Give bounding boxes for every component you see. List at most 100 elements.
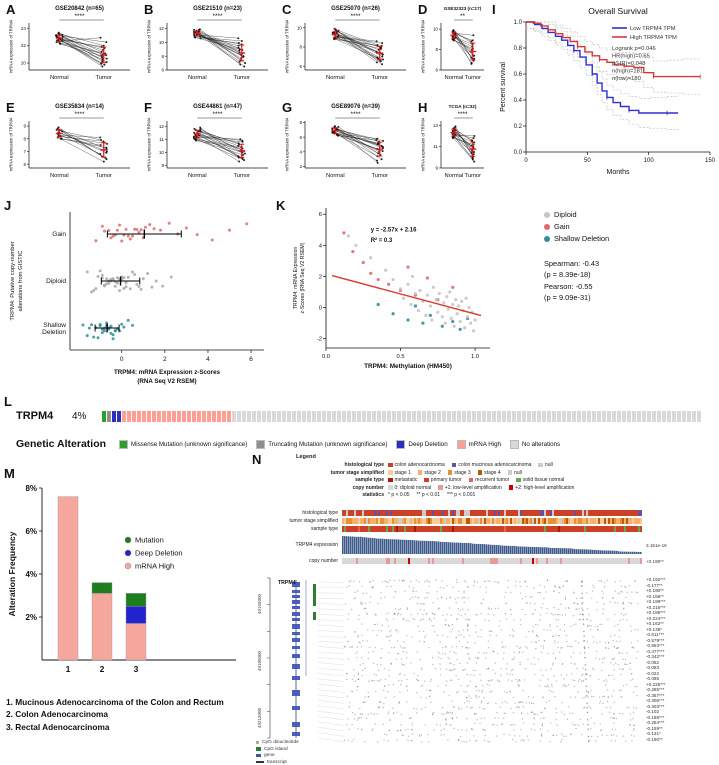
mrna_high-swatch-icon bbox=[456, 439, 466, 449]
svg-text:3: 3 bbox=[134, 664, 139, 674]
onco-cell-none bbox=[317, 410, 321, 422]
legend-group-copy-number: copy number 0: diploid normal +1: low-leve… bbox=[352, 484, 575, 491]
onco-cell-deep_deletion bbox=[112, 410, 116, 422]
onco-legend-label: Truncating Mutation (unknown significanc… bbox=[268, 440, 388, 448]
svg-text:49185000: 49185000 bbox=[257, 650, 262, 671]
onco-cell-none bbox=[687, 410, 691, 422]
onco-cell-mrna_high bbox=[217, 410, 221, 422]
svg-text:Gain: Gain bbox=[52, 231, 66, 238]
onco-cell-none bbox=[412, 410, 416, 422]
panel-G: G GSE89076 (n=39) **** 2 4 6 8 mRNA expression… bbox=[282, 100, 412, 198]
swatch-icon bbox=[417, 470, 423, 475]
gene-name: TRPM4 bbox=[16, 410, 54, 422]
paired-plot-G: GSE89076 (n=39)**** 2 4 6 8 mRNA expression o… bbox=[285, 104, 406, 179]
svg-text:****: **** bbox=[350, 111, 361, 118]
onco-cell-none bbox=[267, 410, 271, 422]
onco-cell-none bbox=[637, 410, 641, 422]
svg-text:8: 8 bbox=[23, 136, 26, 141]
onco-cell-none bbox=[452, 410, 456, 422]
svg-text:Tumor: Tumor bbox=[465, 75, 482, 81]
paired-plot-D: GSE32323 (n=17) ** 6 8 10 mRNA expression of … bbox=[421, 6, 484, 81]
svg-text:2: 2 bbox=[100, 664, 105, 674]
onco-cell-none bbox=[447, 410, 451, 422]
bottom-legend-item-transcript: transcript bbox=[256, 760, 299, 765]
panel-C-label: C bbox=[282, 2, 292, 17]
svg-text:0: 0 bbox=[120, 356, 124, 363]
onco-cell-none bbox=[607, 410, 611, 422]
legend-item: recurrent tumor bbox=[468, 477, 509, 483]
correlation-value: +0.224*** bbox=[646, 615, 666, 621]
svg-text:49215000: 49215000 bbox=[257, 707, 262, 728]
onco-cell-none bbox=[472, 410, 476, 422]
svg-text:High TRPM4 TPM: High TRPM4 TPM bbox=[630, 35, 677, 41]
svg-text:Normal: Normal bbox=[50, 173, 69, 179]
svg-text:n(high)=181: n(high)=181 bbox=[612, 69, 643, 75]
onco-cell-truncating bbox=[107, 410, 111, 422]
svg-text:Deep Deletion: Deep Deletion bbox=[135, 549, 183, 558]
oncoprint-cells bbox=[102, 410, 701, 422]
svg-text:11: 11 bbox=[433, 144, 438, 149]
onco-cell-none bbox=[282, 410, 286, 422]
legend-item: stage 4 bbox=[477, 470, 501, 476]
panel-F: F GSE44861 (n=47) **** 9 10 11 12 mRNA express… bbox=[144, 100, 274, 198]
onco-cell-mrna_high bbox=[227, 410, 231, 422]
svg-text:150: 150 bbox=[705, 158, 716, 164]
legend-item: stage 1 bbox=[388, 470, 411, 476]
onco-cell-none bbox=[512, 410, 516, 422]
onco-cell-none bbox=[502, 410, 506, 422]
correlation-value: +0.189*** bbox=[646, 610, 666, 615]
cancer-type-list: 1. Mucinous Adenocarcinoma of the Colon … bbox=[6, 696, 248, 733]
svg-text:10: 10 bbox=[433, 27, 439, 32]
svg-text:-2: -2 bbox=[317, 337, 322, 343]
legend-item: primary tumor bbox=[424, 477, 462, 483]
svg-text:Normal: Normal bbox=[188, 173, 207, 179]
onco-cell-none bbox=[697, 410, 701, 422]
methylation-scatter-plot: 0.0 0.5 1.0 -2 0 2 4 6 TRPM4: Methylation (HM450… bbox=[290, 200, 502, 392]
svg-text:Normal: Normal bbox=[326, 75, 345, 81]
svg-text:8: 8 bbox=[299, 120, 302, 125]
svg-text:9: 9 bbox=[435, 166, 438, 171]
svg-text:Overall Survival: Overall Survival bbox=[588, 6, 648, 16]
svg-text:Tumor: Tumor bbox=[465, 173, 482, 179]
onco-cell-none bbox=[392, 410, 396, 422]
svg-text:mRNA expression of TRPM4: mRNA expression of TRPM4 bbox=[285, 19, 290, 73]
onco-cell-none bbox=[627, 410, 631, 422]
panel-H: H TCGA (n=32) **** 9 11 13 mRNA expression of… bbox=[418, 100, 490, 198]
svg-text:2: 2 bbox=[299, 164, 302, 169]
svg-text:1.0: 1.0 bbox=[514, 20, 523, 26]
onco-legend-label: Missense Mutation (unknown significance) bbox=[131, 440, 248, 448]
oncoprint-legend: Genetic Alteration Missense Mutation (un… bbox=[16, 438, 560, 450]
svg-text:8%: 8% bbox=[25, 484, 37, 493]
shallow-deletion-dot-icon bbox=[544, 235, 550, 242]
alteration-frequency-bars: 2% 4% 6% 8% Alteration Frequency 1 2 3 Mutation D… bbox=[7, 484, 236, 674]
onco-cell-none bbox=[652, 410, 656, 422]
paired-plot-F: GSE44861 (n=47)**** 9 10 11 12 mRNA expressio… bbox=[147, 104, 268, 179]
onco-cell-none bbox=[257, 410, 261, 422]
onco-cell-mrna_high bbox=[207, 410, 211, 422]
onco-cell-none bbox=[402, 410, 406, 422]
svg-text:12: 12 bbox=[159, 124, 165, 129]
swatch-icon bbox=[388, 485, 393, 490]
panel-H-label: H bbox=[418, 100, 428, 115]
svg-text:0.4: 0.4 bbox=[514, 98, 523, 104]
gistic-dot-plot: 0 2 4 6 TRPM4: mRNA Expression z-Scores (RNA … bbox=[10, 212, 264, 385]
onco-cell-none bbox=[327, 410, 331, 422]
onco-cell-none bbox=[337, 410, 341, 422]
onco-cell-mrna_high bbox=[157, 410, 161, 422]
onco-cell-none bbox=[407, 410, 411, 422]
correlation-value: -0.188*** bbox=[646, 714, 665, 720]
correlation-value: +0.225*** bbox=[646, 681, 666, 687]
onco-cell-none bbox=[562, 410, 566, 422]
svg-text:TRPM4: Methylation (HM450): TRPM4: Methylation (HM450) bbox=[364, 363, 452, 370]
legend-item: colon adenocarcinoma bbox=[388, 462, 445, 468]
k-legend-item-shallow-deletion: Shallow Deletion bbox=[544, 234, 609, 243]
k-legend-label: Diploid bbox=[554, 210, 577, 219]
legend-item: +2: high-level amplification bbox=[508, 485, 574, 491]
onco-cell-none bbox=[587, 410, 591, 422]
svg-text:4: 4 bbox=[319, 243, 323, 249]
onco-cell-none bbox=[552, 410, 556, 422]
correlation-value: -0.357*** bbox=[646, 692, 665, 698]
track-label-sample-type: sample type bbox=[311, 526, 338, 532]
legend-group-sample-type: sample type metastatic primary tumor recurr… bbox=[355, 477, 565, 483]
legend-item: null bbox=[538, 462, 553, 468]
